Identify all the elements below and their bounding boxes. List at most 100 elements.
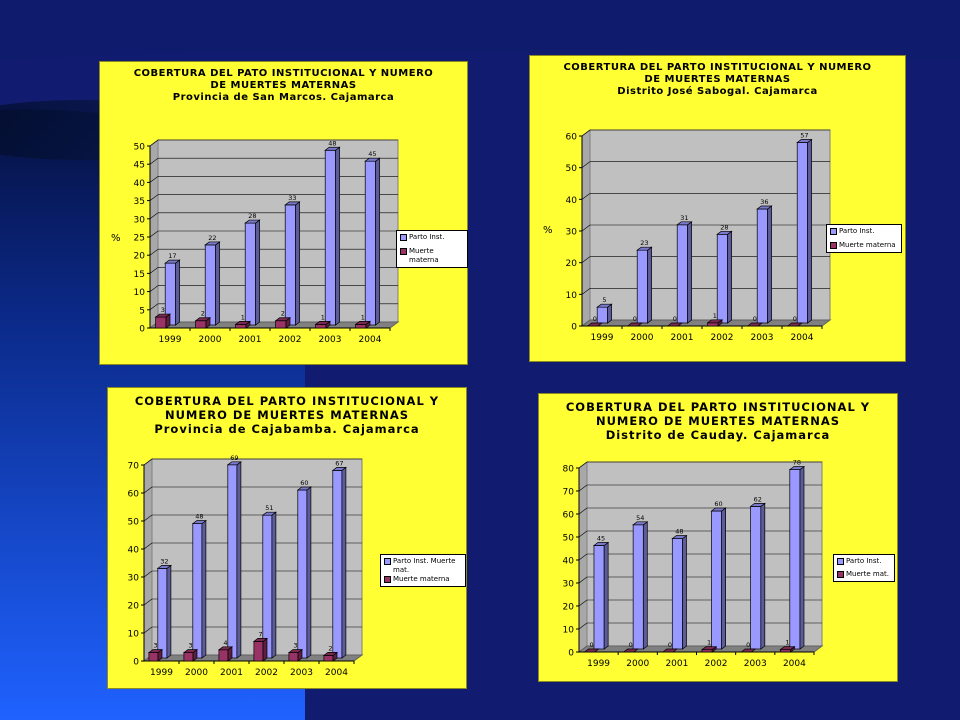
bar-muerte — [252, 637, 269, 662]
gridline-side — [578, 461, 588, 469]
x-tick-label: 2001 — [220, 668, 243, 678]
bar-muerte — [622, 648, 639, 653]
chart-panel-san-marcos: COBERTURA DEL PATO INSTITUCIONAL Y NUMER… — [99, 61, 468, 365]
bar-muerte-front — [235, 324, 247, 329]
data-label: 23 — [640, 239, 648, 247]
bar-parto-front — [596, 306, 608, 324]
data-label: 78 — [793, 459, 801, 467]
bar-parto — [676, 221, 693, 324]
title-line-1: COBERTURA DEL PARTO INSTITUCIONAL Y — [134, 394, 440, 408]
bar-parto-front — [716, 233, 728, 324]
bar-parto-front — [284, 204, 296, 326]
bar-muerte-front — [183, 652, 194, 662]
gridline-side — [143, 458, 153, 466]
data-label: 0 — [746, 641, 750, 649]
title-line-3: Distrito de Cauday. Cajamarca — [605, 428, 831, 442]
data-label: 3 — [293, 642, 297, 650]
bar-parto-side — [603, 541, 609, 650]
bar-parto-side — [727, 230, 732, 324]
bar-parto-front — [671, 538, 683, 650]
y-tick-label: 10 — [134, 288, 146, 298]
gridline-side — [149, 285, 159, 292]
bar-muerte-front — [315, 324, 327, 329]
y-tick-label: 10 — [563, 626, 575, 636]
gridline-side — [149, 248, 159, 256]
bar-muerte-front — [323, 655, 334, 662]
gridline-side — [581, 288, 591, 295]
y-tick-label: 0 — [139, 325, 145, 335]
data-label: 0 — [668, 641, 672, 649]
data-label: 1 — [361, 313, 365, 321]
bar-parto-top — [676, 221, 693, 226]
bar-parto-side — [767, 205, 772, 324]
bar-muerte-flat — [626, 322, 644, 327]
bar-parto — [204, 241, 221, 326]
data-label: 48 — [195, 513, 203, 521]
bar-muerte — [147, 648, 164, 662]
bar-parto-top — [788, 466, 806, 470]
data-label: 3 — [161, 306, 165, 314]
data-label: 60 — [714, 500, 722, 508]
bar-muerte — [217, 646, 234, 662]
bar-parto-side — [166, 564, 172, 659]
bar-parto-front — [750, 506, 762, 650]
legend-item-muerte: Muerte mat. — [837, 570, 891, 579]
x-tick-label: 2000 — [626, 659, 649, 669]
bar-muerte-top — [182, 649, 199, 653]
bar-chart-plot: 0102030405060199950200023020013102002281… — [566, 129, 832, 343]
y-tick-label: 80 — [563, 465, 575, 475]
bar-muerte — [740, 648, 757, 653]
bar-parto-front — [244, 222, 256, 326]
legend-item-parto: Parto Inst. — [400, 233, 464, 242]
bar-parto — [364, 157, 381, 326]
bar-muerte-flat — [746, 322, 764, 327]
y-tick-label: 50 — [566, 164, 578, 174]
chart-panel-jose-sabogal: COBERTURA DEL PARTO INSTITUCIONAL Y NUME… — [529, 55, 906, 362]
bar-parto-front — [756, 208, 768, 324]
legend-item-muerte: Muerte materna — [400, 247, 464, 265]
chart-legend: Parto Inst. Muerte mat. Muerte materna — [380, 554, 466, 587]
data-label: 3 — [153, 642, 157, 650]
bar-parto-side — [271, 511, 277, 659]
bar-parto-top — [756, 205, 773, 210]
bar-parto-top — [592, 542, 610, 546]
bar-muerte — [700, 645, 718, 653]
bar-muerte — [786, 322, 804, 327]
gridline-side — [578, 622, 588, 630]
bar-parto-top — [710, 507, 727, 512]
gridline-side — [581, 256, 591, 263]
bar-parto-top — [244, 219, 261, 224]
bar-parto-side — [721, 507, 726, 650]
bar-muerte — [746, 322, 764, 327]
gridline-side — [143, 514, 153, 522]
gridline-side — [578, 484, 588, 492]
data-label: 2 — [201, 310, 205, 318]
bar-parto-top — [796, 139, 813, 143]
gridline-side — [578, 576, 588, 584]
y-tick-label: 50 — [563, 534, 575, 544]
data-label: 69 — [230, 454, 238, 462]
y-tick-label: 50 — [128, 518, 140, 528]
gridline-side — [149, 194, 159, 201]
bar-muerte-top — [194, 317, 212, 322]
y-axis-label: % — [543, 225, 553, 236]
legend-label-muerte: Muerte materna — [393, 575, 450, 583]
bar-muerte-front — [253, 641, 264, 662]
bar-muerte — [626, 322, 644, 327]
gridline-side — [149, 303, 159, 311]
y-tick-label: 30 — [128, 574, 140, 584]
x-tick-label: 2003 — [319, 335, 342, 345]
bar-parto-front — [157, 568, 168, 659]
bar-muerte-flat — [583, 648, 600, 653]
bar-muerte — [322, 651, 339, 662]
bar-parto-side — [201, 519, 207, 659]
bar-muerte-top — [217, 646, 234, 651]
bar-parto-side — [341, 466, 347, 659]
bar-muerte-top — [147, 649, 164, 653]
bar-muerte-flat — [786, 322, 804, 327]
gridline-side — [149, 212, 159, 220]
bar-muerte — [666, 322, 684, 327]
bar-parto — [796, 138, 813, 324]
chart-legend: Parto Inst. Muerte materna — [826, 224, 902, 253]
bar-parto — [261, 511, 277, 659]
